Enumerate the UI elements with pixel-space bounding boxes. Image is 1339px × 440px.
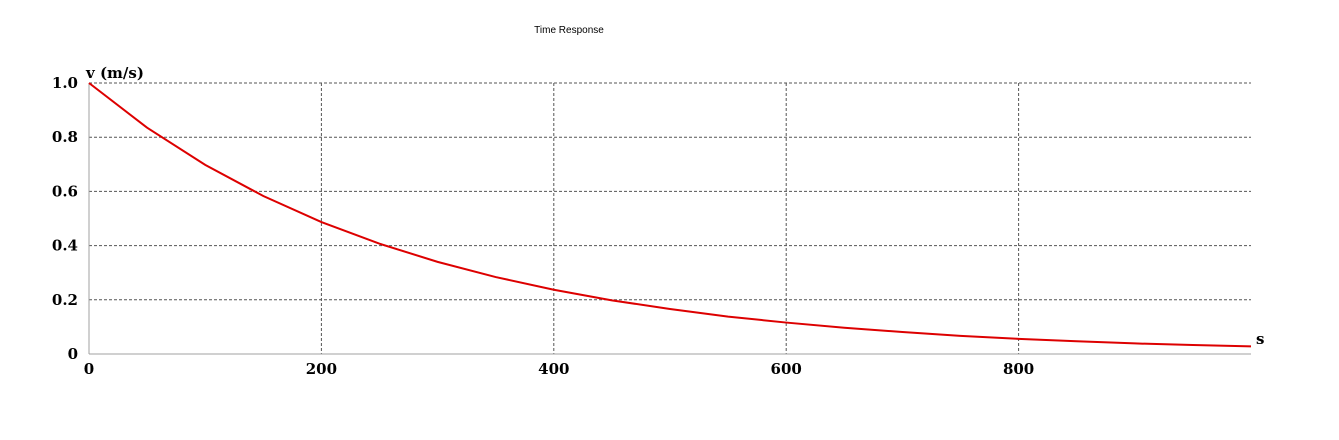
y-tick-label: 0.6 [52, 182, 78, 200]
y-tick-label: 0.8 [52, 128, 78, 146]
x-tick-label: 800 [1003, 360, 1034, 378]
x-tick-label: 0 [84, 360, 94, 378]
y-tick-label: 1.0 [52, 74, 78, 92]
y-tick-label: 0.4 [52, 237, 78, 255]
y-axis-label: v (m/s) [85, 64, 144, 82]
velocity-series-line [88, 82, 1252, 348]
x-axis-label: s [1256, 330, 1264, 348]
tick-labels: 0 0.2 0.4 0.6 0.8 1.0 0 200 400 600 800 [52, 74, 1034, 378]
grid-lines [89, 82, 1251, 354]
chart-title: Time Response [534, 25, 604, 36]
x-tick-label: 200 [306, 360, 337, 378]
x-tick-label: 600 [771, 360, 802, 378]
series-layer [88, 82, 1252, 348]
axes [88, 83, 1251, 355]
y-tick-label: 0.2 [52, 291, 78, 309]
x-tick-label: 400 [538, 360, 569, 378]
y-tick-label: 0 [68, 345, 78, 363]
